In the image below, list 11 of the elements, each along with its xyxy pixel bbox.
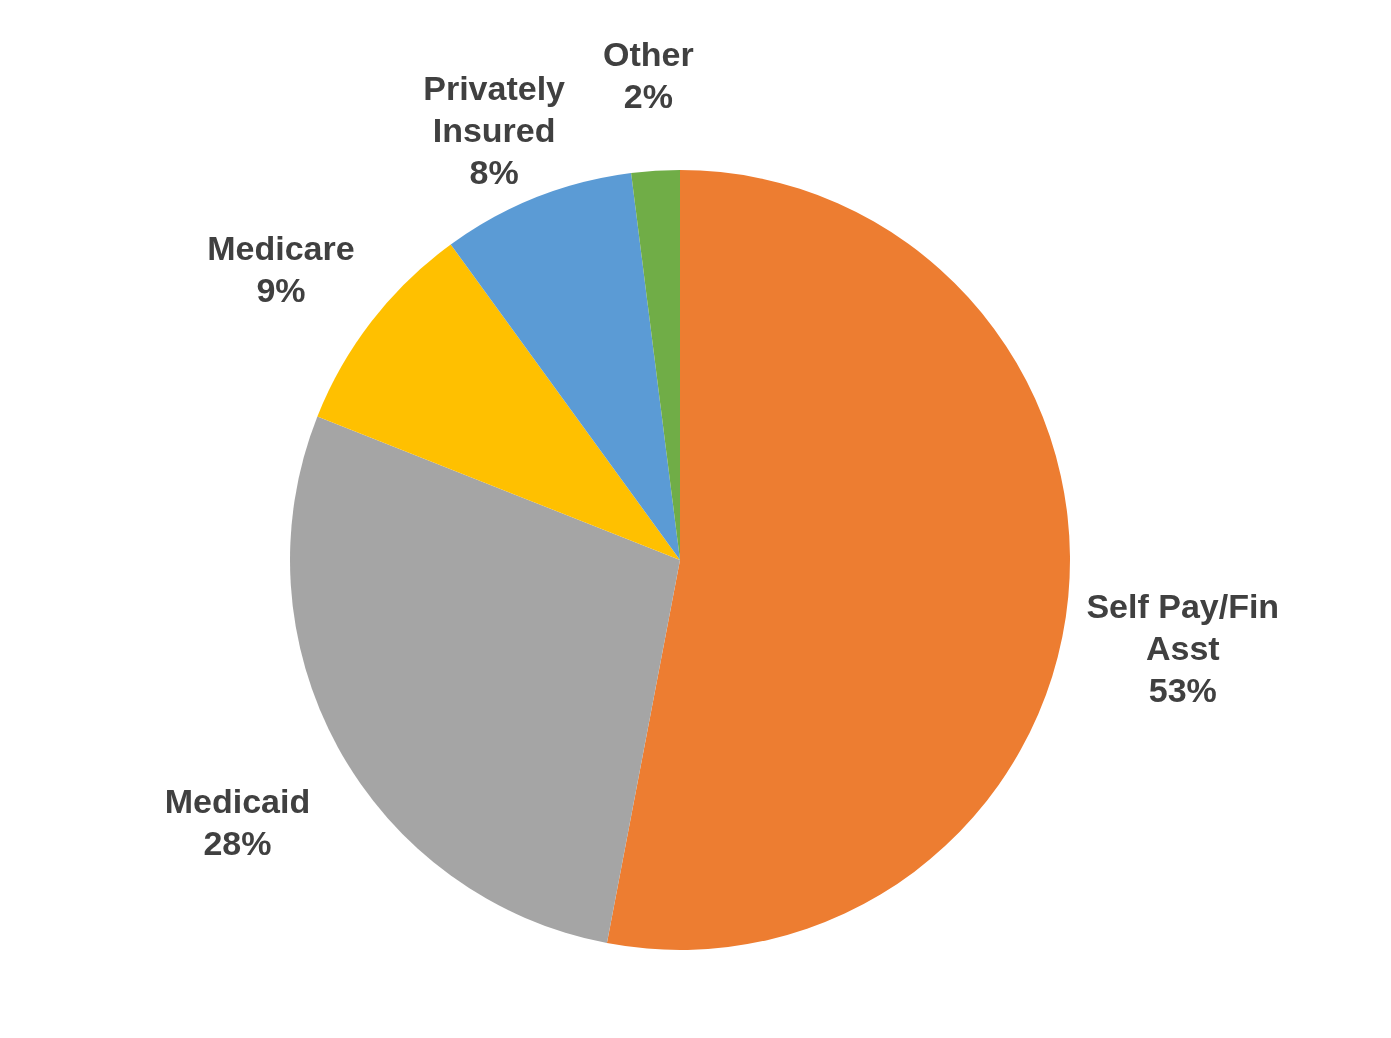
pie-slice [606,170,1070,950]
slice-label: Privately Insured [423,69,566,150]
slice-label: Other [602,35,694,73]
data-label: 53% [1148,670,1217,709]
data-label: 28% [203,824,272,863]
data-label: 8% [469,153,519,192]
data-label: 9% [256,271,306,310]
slice-label: Medicaid [164,782,311,821]
slice-label: Medicare [207,229,355,268]
slice-label: Self Pay/Fin Asst [1086,586,1280,667]
data-label: 2% [623,77,673,115]
